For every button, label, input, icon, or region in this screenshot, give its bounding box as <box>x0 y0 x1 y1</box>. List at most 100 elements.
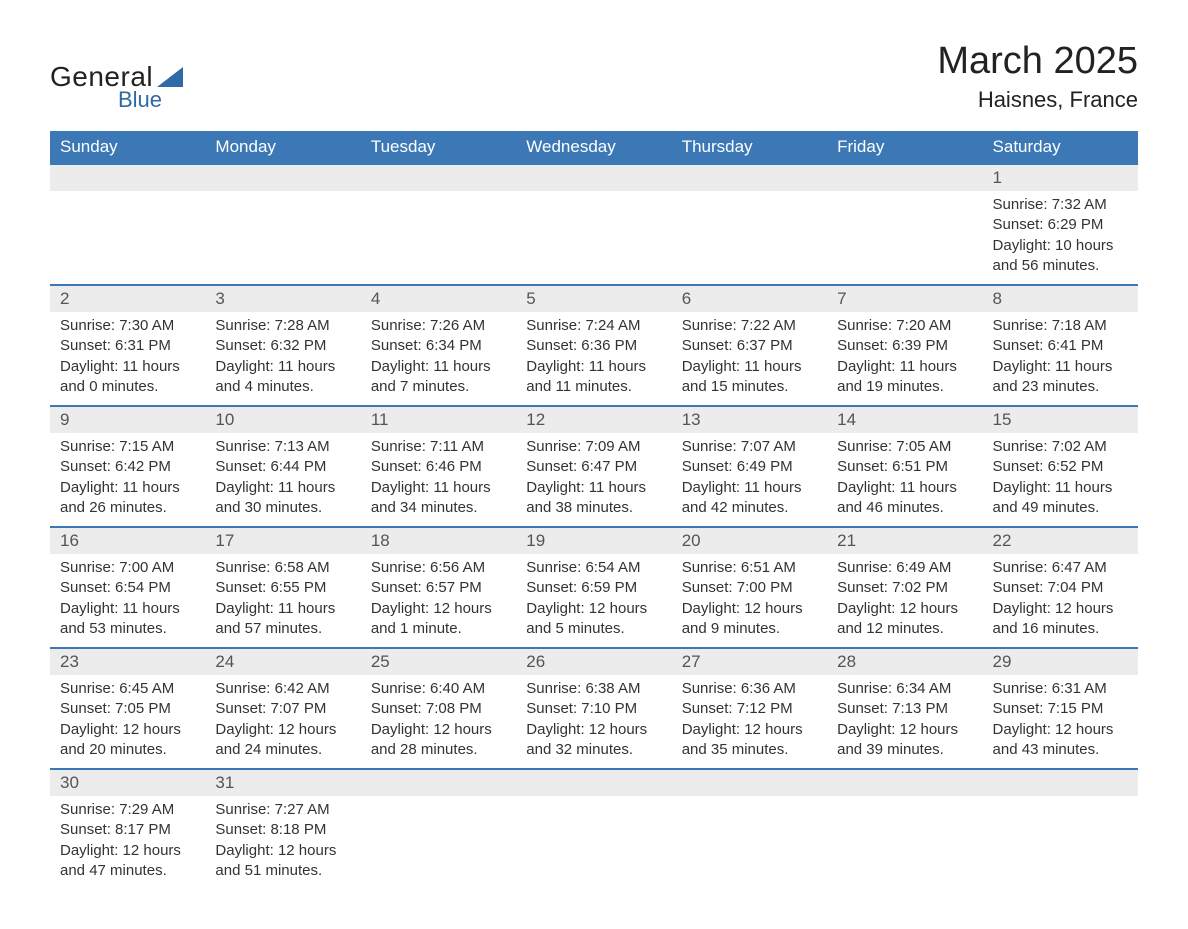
day-number-cell: 25 <box>361 648 516 675</box>
day-number-cell: 7 <box>827 285 982 312</box>
week-daynum-row: 3031 <box>50 769 1138 796</box>
day-info-cell: Sunrise: 7:28 AMSunset: 6:32 PMDaylight:… <box>205 312 360 406</box>
day-number-cell: 17 <box>205 527 360 554</box>
sunset-text: Sunset: 6:44 PM <box>215 457 350 477</box>
sunset-text: Sunset: 7:02 PM <box>837 578 972 598</box>
day-header: Tuesday <box>361 131 516 164</box>
day-header: Sunday <box>50 131 205 164</box>
sunset-text: Sunset: 7:08 PM <box>371 699 506 719</box>
week-info-row: Sunrise: 7:00 AMSunset: 6:54 PMDaylight:… <box>50 554 1138 648</box>
sunrise-text: Sunrise: 6:42 AM <box>215 679 350 699</box>
day-info-cell: Sunrise: 7:32 AMSunset: 6:29 PMDaylight:… <box>983 191 1138 285</box>
sunrise-text: Sunrise: 6:54 AM <box>526 558 661 578</box>
week-info-row: Sunrise: 7:32 AMSunset: 6:29 PMDaylight:… <box>50 191 1138 285</box>
day-info-cell <box>672 191 827 285</box>
day-number-cell <box>50 164 205 191</box>
day-info-cell <box>361 191 516 285</box>
day-info-cell: Sunrise: 6:49 AMSunset: 7:02 PMDaylight:… <box>827 554 982 648</box>
sunrise-text: Sunrise: 6:51 AM <box>682 558 817 578</box>
sunset-text: Sunset: 7:05 PM <box>60 699 195 719</box>
daylight-text: Daylight: 11 hours and 49 minutes. <box>993 478 1128 519</box>
day-number-cell <box>827 769 982 796</box>
day-header-row: SundayMondayTuesdayWednesdayThursdayFrid… <box>50 131 1138 164</box>
sunset-text: Sunset: 7:12 PM <box>682 699 817 719</box>
daylight-text: Daylight: 12 hours and 20 minutes. <box>60 720 195 761</box>
daylight-text: Daylight: 11 hours and 0 minutes. <box>60 357 195 398</box>
day-info-cell: Sunrise: 7:27 AMSunset: 8:18 PMDaylight:… <box>205 796 360 889</box>
day-header: Friday <box>827 131 982 164</box>
day-number-cell: 24 <box>205 648 360 675</box>
day-info-cell: Sunrise: 7:20 AMSunset: 6:39 PMDaylight:… <box>827 312 982 406</box>
calendar-table: SundayMondayTuesdayWednesdayThursdayFrid… <box>50 131 1138 889</box>
sunrise-text: Sunrise: 7:02 AM <box>993 437 1128 457</box>
day-info-cell <box>50 191 205 285</box>
daylight-text: Daylight: 12 hours and 12 minutes. <box>837 599 972 640</box>
sunrise-text: Sunrise: 7:00 AM <box>60 558 195 578</box>
day-number-cell: 9 <box>50 406 205 433</box>
week-info-row: Sunrise: 7:29 AMSunset: 8:17 PMDaylight:… <box>50 796 1138 889</box>
day-number-cell: 16 <box>50 527 205 554</box>
day-info-cell: Sunrise: 7:02 AMSunset: 6:52 PMDaylight:… <box>983 433 1138 527</box>
daylight-text: Daylight: 11 hours and 7 minutes. <box>371 357 506 398</box>
sunrise-text: Sunrise: 6:38 AM <box>526 679 661 699</box>
daylight-text: Daylight: 11 hours and 15 minutes. <box>682 357 817 398</box>
day-info-cell: Sunrise: 7:11 AMSunset: 6:46 PMDaylight:… <box>361 433 516 527</box>
month-title: March 2025 <box>937 40 1138 83</box>
week-info-row: Sunrise: 7:30 AMSunset: 6:31 PMDaylight:… <box>50 312 1138 406</box>
daylight-text: Daylight: 11 hours and 30 minutes. <box>215 478 350 519</box>
daylight-text: Daylight: 12 hours and 43 minutes. <box>993 720 1128 761</box>
daylight-text: Daylight: 11 hours and 38 minutes. <box>526 478 661 519</box>
day-header: Monday <box>205 131 360 164</box>
day-number-cell: 19 <box>516 527 671 554</box>
sunrise-text: Sunrise: 7:18 AM <box>993 316 1128 336</box>
day-number-cell <box>361 164 516 191</box>
title-block: March 2025 Haisnes, France <box>937 40 1138 113</box>
day-info-cell <box>672 796 827 889</box>
sunrise-text: Sunrise: 7:15 AM <box>60 437 195 457</box>
daylight-text: Daylight: 11 hours and 46 minutes. <box>837 478 972 519</box>
day-number-cell: 29 <box>983 648 1138 675</box>
calendar-body: 1Sunrise: 7:32 AMSunset: 6:29 PMDaylight… <box>50 164 1138 889</box>
day-number-cell: 3 <box>205 285 360 312</box>
sunrise-text: Sunrise: 7:29 AM <box>60 800 195 820</box>
daylight-text: Daylight: 11 hours and 53 minutes. <box>60 599 195 640</box>
day-number-cell: 18 <box>361 527 516 554</box>
day-info-cell <box>361 796 516 889</box>
day-number-cell: 20 <box>672 527 827 554</box>
sunrise-text: Sunrise: 6:31 AM <box>993 679 1128 699</box>
sunrise-text: Sunrise: 7:26 AM <box>371 316 506 336</box>
daylight-text: Daylight: 10 hours and 56 minutes. <box>993 236 1128 277</box>
sunrise-text: Sunrise: 7:11 AM <box>371 437 506 457</box>
daylight-text: Daylight: 12 hours and 1 minute. <box>371 599 506 640</box>
day-number-cell: 26 <box>516 648 671 675</box>
sunset-text: Sunset: 6:36 PM <box>526 336 661 356</box>
day-number-cell: 27 <box>672 648 827 675</box>
day-info-cell: Sunrise: 6:42 AMSunset: 7:07 PMDaylight:… <box>205 675 360 769</box>
sunset-text: Sunset: 8:17 PM <box>60 820 195 840</box>
daylight-text: Daylight: 11 hours and 34 minutes. <box>371 478 506 519</box>
day-number-cell: 4 <box>361 285 516 312</box>
sunset-text: Sunset: 7:13 PM <box>837 699 972 719</box>
day-info-cell <box>827 796 982 889</box>
sunset-text: Sunset: 6:31 PM <box>60 336 195 356</box>
sunset-text: Sunset: 6:29 PM <box>993 215 1128 235</box>
sunset-text: Sunset: 6:57 PM <box>371 578 506 598</box>
location: Haisnes, France <box>937 87 1138 113</box>
day-number-cell <box>361 769 516 796</box>
day-info-cell: Sunrise: 7:07 AMSunset: 6:49 PMDaylight:… <box>672 433 827 527</box>
week-daynum-row: 1 <box>50 164 1138 191</box>
sunset-text: Sunset: 7:10 PM <box>526 699 661 719</box>
day-info-cell: Sunrise: 7:00 AMSunset: 6:54 PMDaylight:… <box>50 554 205 648</box>
day-number-cell: 15 <box>983 406 1138 433</box>
day-info-cell <box>516 191 671 285</box>
sunset-text: Sunset: 6:54 PM <box>60 578 195 598</box>
sunset-text: Sunset: 7:07 PM <box>215 699 350 719</box>
sunset-text: Sunset: 6:59 PM <box>526 578 661 598</box>
sunset-text: Sunset: 6:42 PM <box>60 457 195 477</box>
day-info-cell: Sunrise: 7:18 AMSunset: 6:41 PMDaylight:… <box>983 312 1138 406</box>
sunrise-text: Sunrise: 6:45 AM <box>60 679 195 699</box>
sunset-text: Sunset: 6:47 PM <box>526 457 661 477</box>
sunrise-text: Sunrise: 6:36 AM <box>682 679 817 699</box>
sunrise-text: Sunrise: 7:24 AM <box>526 316 661 336</box>
sunrise-text: Sunrise: 6:56 AM <box>371 558 506 578</box>
